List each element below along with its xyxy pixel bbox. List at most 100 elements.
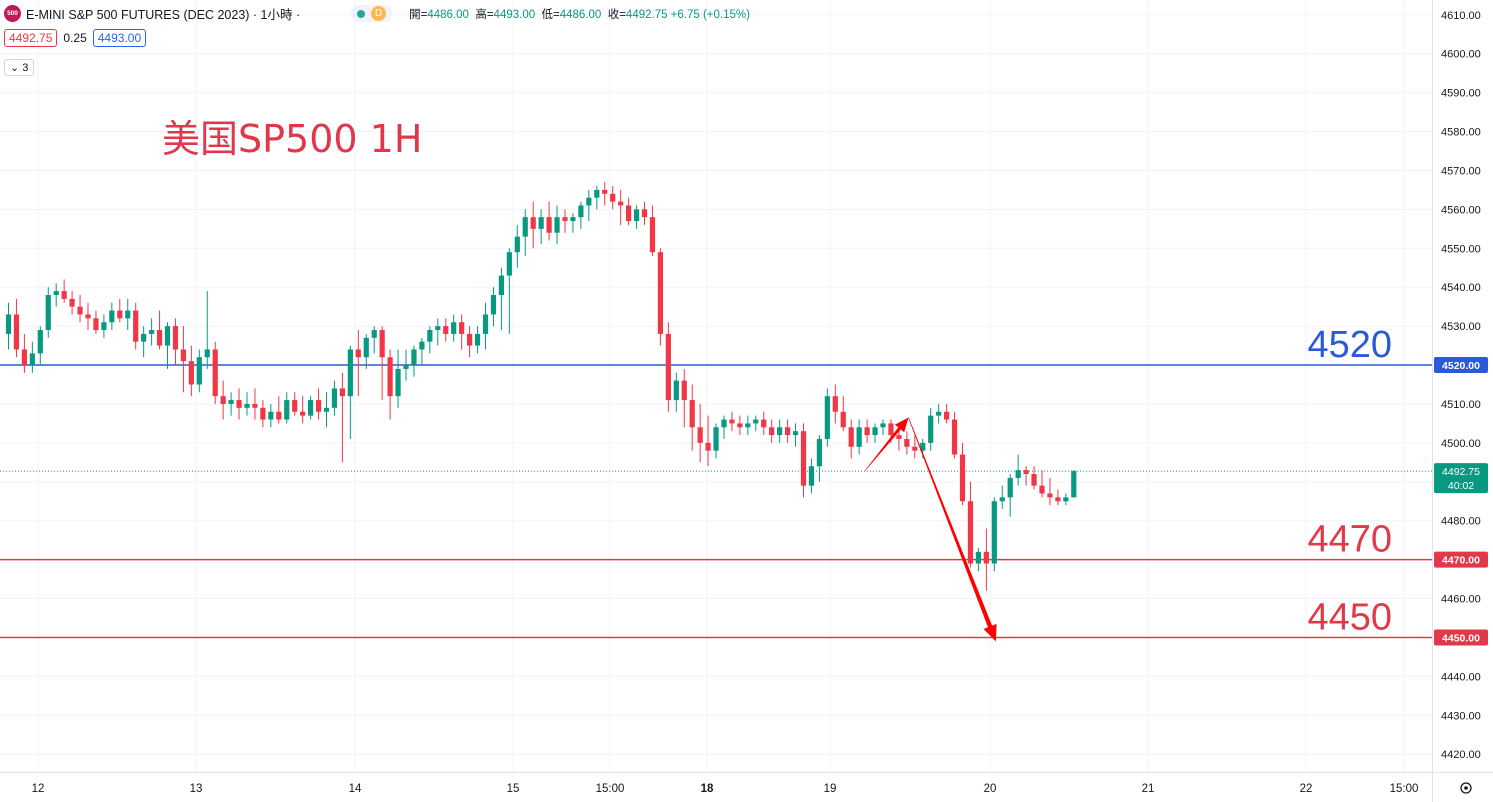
- candle-body: [172, 326, 179, 350]
- candle: [657, 248, 663, 346]
- candle-body: [689, 400, 695, 428]
- buy-button[interactable]: 4493.00: [92, 29, 147, 47]
- candle-body: [936, 411, 942, 416]
- candle-body: [1031, 474, 1037, 486]
- candle: [1007, 474, 1013, 517]
- candle-body: [705, 442, 711, 451]
- candle-body: [872, 427, 878, 436]
- candle-body: [832, 396, 838, 412]
- candle: [85, 302, 91, 331]
- candle: [77, 294, 83, 323]
- candle-body: [1007, 477, 1013, 498]
- candle-body: [109, 310, 115, 323]
- candle-body: [300, 411, 306, 416]
- candle-body: [482, 314, 489, 334]
- candle: [1055, 489, 1061, 506]
- candle-body: [904, 438, 910, 447]
- candle: [164, 322, 171, 369]
- candle: [1023, 466, 1029, 486]
- candle: [411, 345, 417, 377]
- candle: [220, 380, 226, 420]
- candle: [212, 341, 218, 404]
- candle: [490, 287, 497, 327]
- candle: [816, 435, 822, 482]
- candle: [149, 318, 155, 346]
- candle: [808, 458, 815, 494]
- candle-body: [737, 423, 743, 428]
- candle-body: [45, 294, 51, 331]
- x-tick-label: 14: [349, 783, 362, 795]
- candle: [800, 423, 807, 498]
- candle-body: [697, 427, 703, 443]
- candle: [641, 201, 648, 225]
- sell-button[interactable]: 4492.75: [4, 29, 58, 47]
- time-axis: 12 13 14 15 15:00 18 19 20 21 22 15:00: [0, 772, 1493, 795]
- candle: [864, 419, 870, 443]
- x-tick-label: 15:00: [1390, 783, 1419, 795]
- candle-body: [403, 365, 409, 369]
- candle: [53, 283, 59, 307]
- candle-body: [912, 446, 918, 451]
- candle: [578, 201, 584, 229]
- candle-body: [745, 423, 751, 428]
- candle-body: [435, 326, 441, 331]
- candle-body: [419, 341, 425, 350]
- candle: [848, 419, 854, 459]
- level-badge-4450: [1434, 629, 1488, 646]
- candle: [196, 349, 202, 393]
- candle: [959, 442, 966, 506]
- candle-body: [180, 349, 186, 362]
- x-tick-label: 12: [32, 783, 45, 795]
- candle: [29, 341, 35, 373]
- y-tick-label: 4430.00: [1441, 710, 1481, 722]
- settings-icon[interactable]: [1460, 782, 1472, 794]
- candle: [570, 213, 576, 233]
- level-badge-text: 4520.00: [1442, 360, 1480, 372]
- candle-body: [37, 330, 43, 354]
- candle-body: [379, 330, 385, 358]
- chart-title: 美国SP500 1H: [162, 117, 422, 161]
- candle-body: [864, 427, 870, 436]
- candle: [506, 248, 512, 334]
- candle: [554, 205, 560, 245]
- x-tick-label: 22: [1300, 783, 1313, 795]
- candle: [467, 326, 473, 358]
- candle: [300, 396, 306, 424]
- candle-body: [944, 411, 950, 420]
- candle: [45, 287, 51, 338]
- candle-body: [13, 314, 20, 350]
- market-status[interactable]: D: [351, 5, 393, 22]
- candle-body: [721, 419, 727, 428]
- candle-body: [451, 322, 457, 334]
- candle-body: [975, 551, 981, 564]
- ohlc-close-label: 收=: [607, 8, 626, 21]
- level-label-4520: 4520: [1307, 324, 1392, 366]
- candle-body: [681, 380, 687, 401]
- candle-body: [928, 415, 934, 443]
- candle: [371, 326, 377, 354]
- candle-body: [848, 427, 854, 447]
- candle-body: [308, 400, 314, 416]
- candle-body: [29, 353, 35, 366]
- y-tick-label: 4500.00: [1441, 438, 1481, 450]
- candle-body: [1055, 497, 1061, 502]
- x-tick-label: 20: [984, 783, 997, 795]
- y-tick-label: 4570.00: [1441, 165, 1481, 177]
- candle-body: [164, 326, 171, 346]
- projection-arrow: [864, 417, 909, 472]
- candle-body: [522, 217, 528, 237]
- candle: [125, 298, 131, 331]
- candle-body: [93, 318, 99, 331]
- candle-body: [443, 326, 449, 334]
- candle: [745, 415, 751, 436]
- candle: [673, 372, 679, 412]
- y-tick-label: 4560.00: [1441, 204, 1481, 216]
- indicator-toggle[interactable]: ⌄ 3: [4, 59, 35, 76]
- candle-body: [816, 438, 822, 467]
- symbol-title[interactable]: E-MINI S&P 500 FUTURES (DEC 2023) · 1小時 …: [26, 8, 301, 22]
- candle: [594, 186, 600, 210]
- candle-body: [586, 197, 592, 206]
- candle: [792, 423, 799, 447]
- candle: [1071, 470, 1077, 498]
